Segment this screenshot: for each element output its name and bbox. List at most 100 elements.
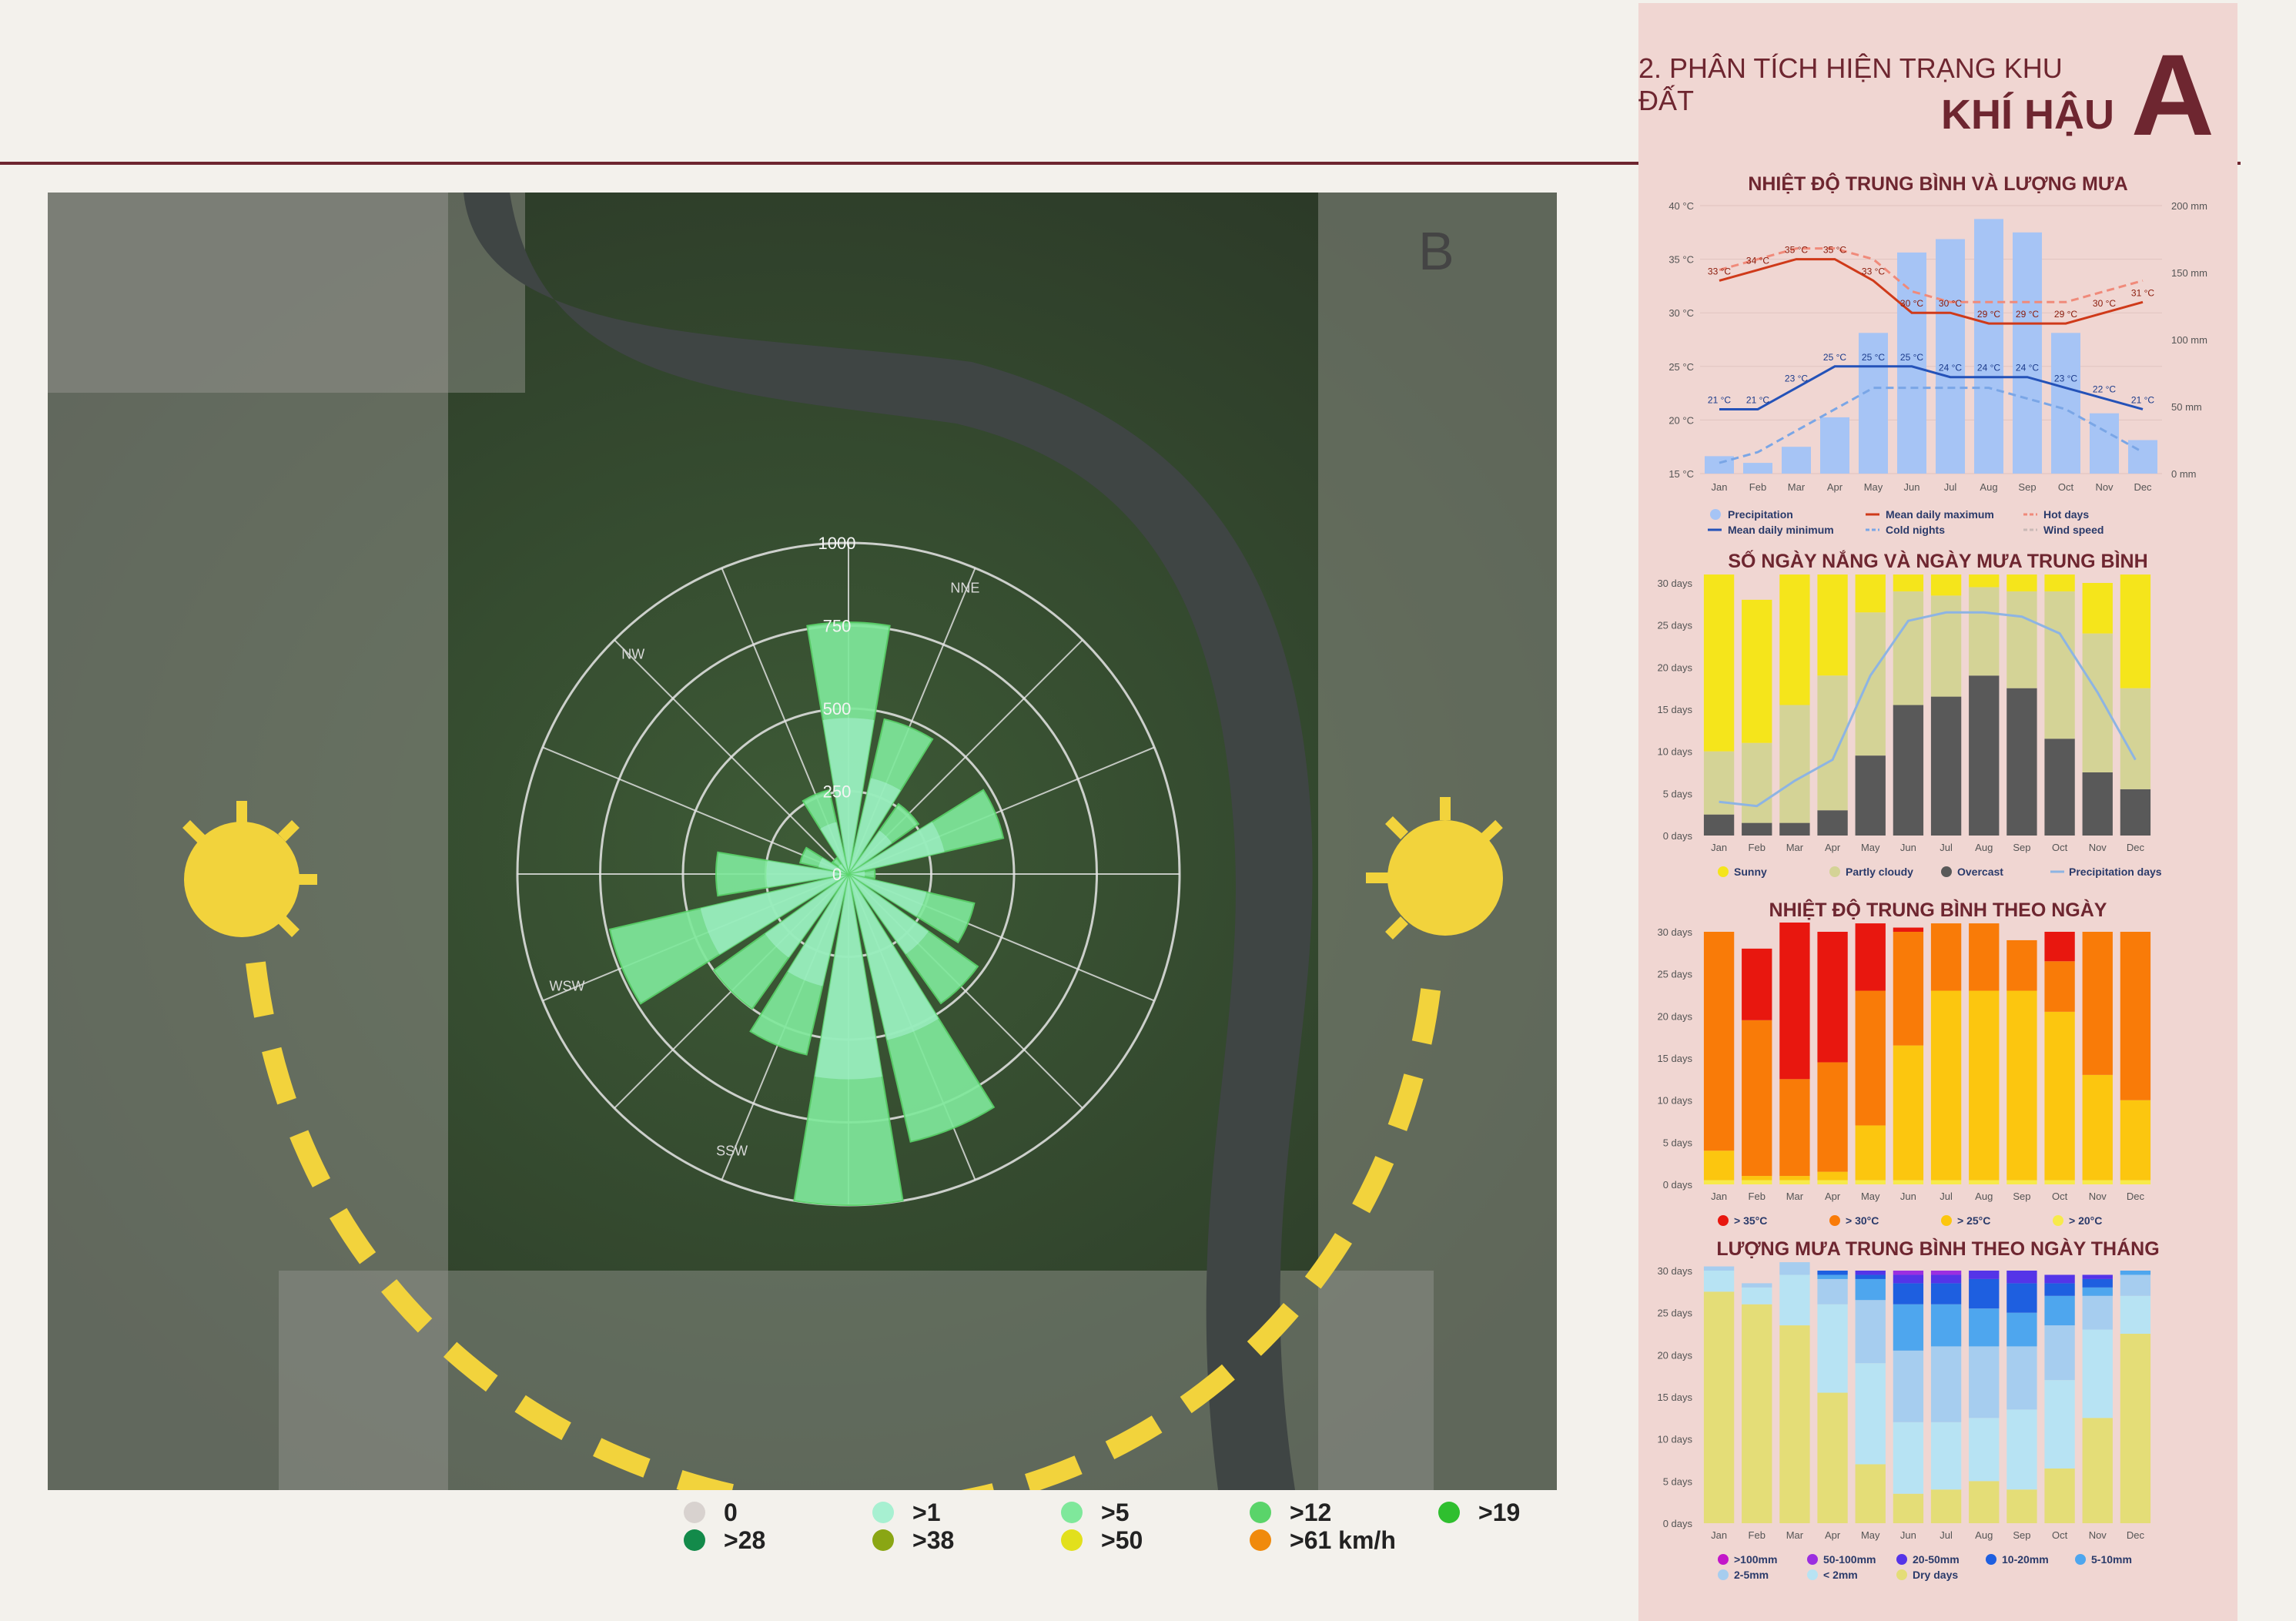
stacked-bar-segment (1742, 822, 1772, 836)
max-label: 30 °C (1900, 298, 1923, 309)
stacked-bar-segment (1817, 1062, 1848, 1172)
wind-rose-bar-inner-ESE (848, 874, 927, 917)
legend-label: > 25°C (1957, 1214, 1990, 1227)
y-tick: 5 days (1663, 1475, 1693, 1487)
wind-rose-direction-label: WSW (550, 978, 585, 993)
stacked-bar-segment (2044, 1180, 2075, 1184)
stacked-bar-segment (2120, 1100, 2151, 1181)
daily-temperature-chart: 30 days 25 days 20 days 15 days 10 days 5 day… (1657, 923, 2151, 1227)
legend-swatch (1807, 1569, 1818, 1580)
section-title: 2. PHÂN TÍCH HIỆN TRẠNG KHU ĐẤT (1638, 52, 2063, 116)
wind-rose-bar-inner-NNE (848, 778, 901, 874)
stacked-bar-segment (2006, 1271, 2037, 1284)
x-tick: Jan (1711, 842, 1727, 853)
legend-label: 20-50mm (1913, 1553, 1960, 1566)
stacked-bar-segment (2044, 574, 2075, 591)
wind-rose-bar-inner-ENE (848, 822, 945, 874)
wind-legend-label: >28 (724, 1526, 765, 1554)
wind-rose-bar-inner-NNW (820, 822, 848, 874)
stacked-bar-segment (2006, 574, 2037, 591)
min-label: 25 °C (1862, 352, 1885, 363)
stacked-bar-segment (1703, 1266, 1735, 1271)
wind-rose-bar-inner-W (766, 860, 848, 888)
legend-label: >100mm (1734, 1553, 1777, 1566)
legend-label: 5-10mm (2091, 1553, 2132, 1566)
x-tick: Oct (2058, 481, 2074, 493)
x-tick: Mar (1788, 481, 1806, 493)
min-label: 24 °C (1977, 363, 2000, 373)
mean-max-line (1719, 258, 2144, 325)
stacked-bar-segment (1930, 1489, 1962, 1523)
stacked-bar-segment (1742, 742, 1772, 823)
stacked-bar-segment (1817, 675, 1848, 811)
stacked-bar-segment (1703, 1291, 1735, 1523)
stacked-bar-segment (1817, 932, 1848, 1063)
x-tick: Mar (1786, 1191, 1804, 1202)
max-label: 29 °C (1977, 309, 2000, 320)
min-label: 22 °C (2093, 384, 2116, 395)
stacked-bar-segment (1817, 1271, 1848, 1275)
legend-swatch (1710, 509, 1721, 520)
x-tick: May (1861, 1191, 1880, 1202)
stacked-bar-segment (1742, 948, 1772, 1020)
stacked-bar-segment (1817, 1304, 1848, 1393)
stacked-bar-segment (1855, 574, 1886, 613)
x-tick: Mar (1786, 842, 1804, 853)
wind-legend-label: >12 (1290, 1499, 1331, 1526)
wind-rose-bar-inner-SE (848, 874, 929, 955)
legend-swatch (1896, 1569, 1907, 1580)
min-label: 23 °C (1785, 373, 1808, 384)
x-tick: Sep (2013, 1191, 2030, 1202)
stacked-bar-segment (1817, 810, 1848, 836)
y-left-tick: 40 °C (1668, 200, 1694, 212)
stacked-bar-segment (1817, 1171, 1848, 1181)
stacked-bar-segment (1893, 1045, 1924, 1181)
stacked-bar-segment (1703, 574, 1735, 752)
x-tick: Apr (1825, 1529, 1841, 1541)
stacked-bar-segment (1703, 1271, 1735, 1292)
wind-legend-swatch (1061, 1529, 1083, 1551)
legend-label: 50-100mm (1823, 1553, 1876, 1566)
x-tick: Mar (1786, 1529, 1804, 1541)
legend-swatch (2075, 1554, 2086, 1565)
mean-min-line (1719, 365, 2144, 410)
stacked-bar-segment (1779, 1274, 1810, 1326)
section-letter: A (2130, 30, 2214, 159)
legend-label: > 20°C (2069, 1214, 2102, 1227)
stacked-bar-segment (1742, 1176, 1772, 1181)
stacked-bar-segment (1779, 1176, 1810, 1181)
legend-swatch (1829, 866, 1840, 877)
chart-title-temperature-rain: NHIỆT ĐỘ TRUNG BÌNH VÀ LƯỢNG MƯA (1748, 173, 2128, 195)
x-tick: Oct (2052, 1529, 2068, 1541)
y-tick: 0 days (1663, 1518, 1693, 1529)
wind-rose-direction-label: SSW (716, 1143, 748, 1158)
stacked-bar-segment (2044, 1380, 2075, 1469)
legend-label: > 35°C (1734, 1214, 1767, 1227)
x-tick: Sep (2013, 842, 2030, 853)
min-label: 24 °C (2016, 363, 2039, 373)
stacked-bar-segment (2006, 591, 2037, 688)
wind-legend-label: >38 (912, 1526, 954, 1554)
y-left-tick: 30 °C (1668, 307, 1694, 319)
stacked-bar-segment (1855, 1363, 1886, 1465)
precipitation-bar (2090, 413, 2119, 474)
stacked-bar-segment (2044, 1274, 2075, 1284)
legend-label: Wind speed (2043, 524, 2104, 536)
stacked-bar-segment (1930, 1274, 1962, 1284)
wind-rose: 0 250 500 750 1000 NNE SSW WSW NW (516, 534, 1181, 1207)
max-label: 34 °C (1746, 256, 1769, 266)
stacked-bar-segment (1969, 1481, 2000, 1523)
sun-west (182, 801, 317, 937)
wind-rose-ring-label: 1000 (818, 534, 856, 553)
stacked-bar-segment (1742, 1180, 1772, 1184)
max-label: 30 °C (1939, 298, 1962, 309)
legend-swatch (2053, 1215, 2063, 1226)
stacked-bar-segment (2082, 1418, 2113, 1523)
y-tick: 5 days (1663, 1137, 1693, 1148)
y-tick: 30 days (1657, 578, 1692, 589)
max-label: 33 °C (1862, 266, 1885, 276)
chart-title-daily-temperature: NHIỆT ĐỘ TRUNG BÌNH THEO NGÀY (1769, 899, 2107, 921)
legend-label: Overcast (1957, 866, 2003, 878)
wind-legend-swatch (1438, 1502, 1460, 1523)
wind-legend-label: >5 (1101, 1499, 1129, 1526)
